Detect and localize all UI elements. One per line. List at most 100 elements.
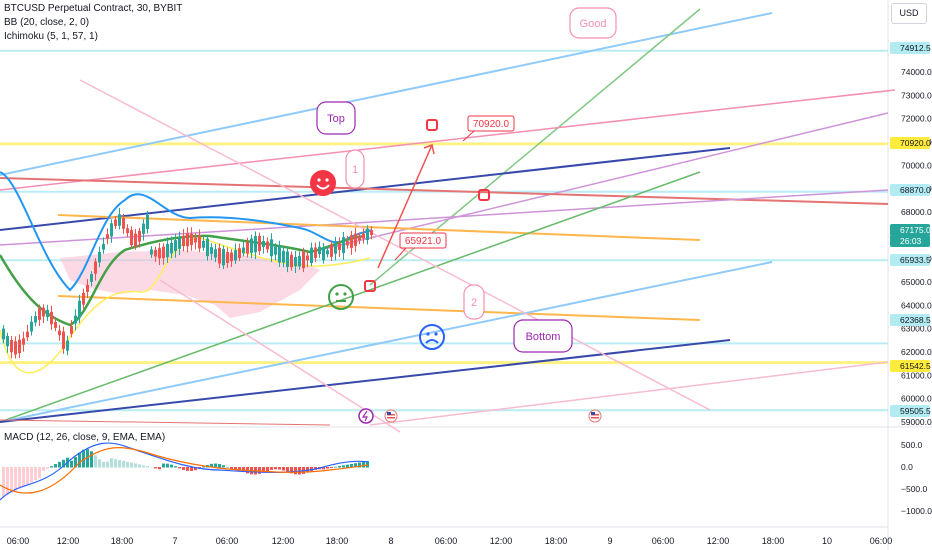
price-label-badge: [890, 360, 930, 372]
candle: [86, 284, 89, 292]
candle: [250, 238, 253, 253]
candle: [66, 340, 69, 351]
macd-histogram-bar: [6, 467, 9, 496]
price-tick-label: 74000.0: [901, 67, 932, 77]
candle: [158, 248, 161, 259]
currency-button[interactable]: USD: [891, 3, 927, 24]
macd-histogram-bar: [50, 466, 53, 468]
macd-histogram-bar: [74, 457, 77, 468]
candle: [98, 252, 101, 263]
candle: [126, 228, 129, 234]
candle: [290, 254, 293, 268]
time-tick-label: 18:00: [111, 536, 134, 546]
macd-histogram-bar: [362, 461, 365, 468]
macd-histogram-bar: [166, 463, 169, 468]
candle: [122, 217, 125, 229]
bb-legend: BB (20, close, 2, 0): [4, 17, 90, 28]
time-tick-label: 12:00: [272, 536, 295, 546]
candle: [90, 274, 93, 282]
macd-histogram-bar: [354, 463, 357, 468]
price-label-badge: [890, 405, 930, 417]
trend-line: [369, 361, 889, 426]
trend-line: [0, 89, 896, 191]
candle: [182, 235, 185, 247]
emoji-eye: [343, 292, 347, 296]
macd-histogram-bar: [278, 467, 281, 470]
macd-histogram-bar: [182, 467, 185, 470]
candle: [230, 252, 233, 262]
candle: [106, 234, 109, 239]
flag-stripe: [387, 417, 395, 419]
flag-stripe: [591, 417, 599, 419]
macd-histogram-bar: [118, 459, 121, 468]
candle: [134, 233, 137, 247]
macd-histogram-bar: [342, 465, 345, 468]
trend-line: [0, 189, 889, 246]
price-label-text: 67175.0: [900, 225, 931, 235]
trend-line: [57, 295, 701, 321]
macd-histogram-bar: [58, 461, 61, 468]
candle: [366, 228, 369, 240]
emoji-mouth: [316, 184, 330, 190]
flag-canton: [387, 412, 391, 415]
signal-line: [0, 447, 369, 494]
macd-histogram-bar: [222, 465, 225, 468]
macd-histogram-bar: [82, 449, 85, 468]
macd-histogram-bar: [34, 467, 37, 481]
hand-pointer-icon: [478, 189, 490, 201]
macd-histogram-bar: [18, 467, 21, 489]
price-tag-65921: [399, 232, 447, 249]
macd-histogram-bar: [286, 467, 289, 472]
macd-tick-label: 500.0: [901, 440, 923, 450]
candle: [370, 229, 373, 236]
macd-histogram-bar: [230, 467, 233, 470]
lightning-glyph: [361, 410, 368, 422]
candle: [306, 255, 309, 261]
macd-histogram-bar: [26, 467, 29, 485]
candle: [78, 300, 81, 318]
flag-canton: [591, 412, 595, 415]
callout-two-label: 2: [471, 297, 477, 309]
macd-histogram-bar: [114, 459, 117, 468]
price-tag-70920: [467, 115, 515, 132]
callout-two: [463, 284, 485, 320]
callout-bottom-label: Bottom: [526, 331, 561, 343]
emoji-eye: [426, 332, 430, 336]
price-label-badge: [890, 314, 930, 326]
price-tag-70920-label: 70920.0: [473, 119, 510, 130]
macd-histogram-bar: [138, 464, 141, 468]
trend-line: [319, 112, 889, 251]
us-flag-event-icon: [384, 409, 398, 423]
price-tick-label: 68000.0: [901, 207, 932, 217]
macd-histogram-bar: [322, 467, 325, 470]
macd-histogram-bar: [46, 467, 49, 469]
price-tick-label: 61000.0: [901, 370, 932, 380]
macd-tick-label: −500.0: [901, 484, 928, 494]
candle: [234, 250, 237, 261]
candle: [294, 256, 297, 267]
macd-histogram-bar: [154, 467, 157, 469]
price-label-badge: [890, 235, 930, 247]
macd-histogram-bar: [270, 467, 273, 470]
macd-histogram-bar: [158, 467, 161, 470]
macd-histogram-bar: [122, 460, 125, 468]
candle: [342, 237, 345, 254]
candle: [186, 233, 189, 247]
symbol-legend: BTCUSD Perpetual Contract, 30, BYBIT: [4, 3, 183, 14]
macd-histogram-bar: [162, 463, 165, 468]
macd-histogram-bar: [210, 463, 213, 468]
price-tick-label: 62000.0: [901, 347, 932, 357]
macd-histogram-bar: [42, 467, 45, 471]
emoji-eye: [434, 332, 438, 336]
candle: [206, 238, 209, 257]
candle: [10, 340, 13, 353]
emoji-face-outline: [328, 284, 354, 310]
price-label-text: 70920.0: [900, 138, 931, 148]
price-tick-label: 63000.0: [901, 324, 932, 334]
price-label-badge: [890, 254, 930, 266]
emoji-eye: [325, 178, 329, 182]
price-tag-pointer: [394, 247, 407, 261]
candle: [282, 250, 285, 263]
